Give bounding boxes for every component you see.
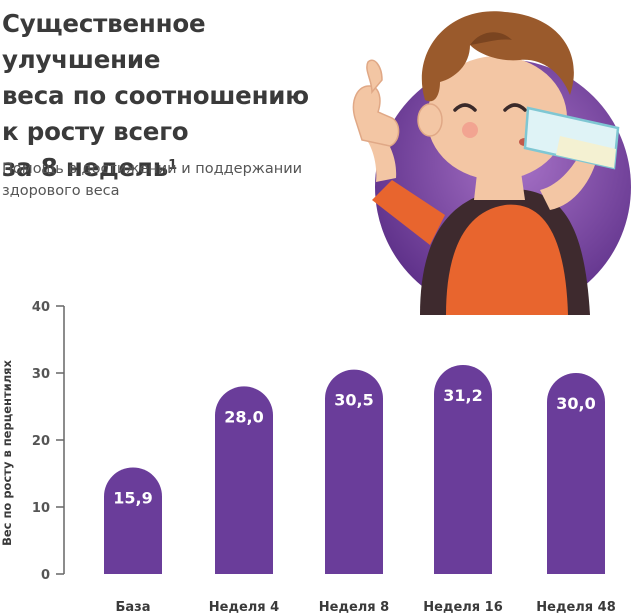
bar [434, 364, 492, 574]
y-tick-label: 20 [32, 434, 50, 449]
footnote-marker: 1 [168, 158, 177, 173]
subtitle-line-1: Помощь в достижении и поддержании [2, 161, 303, 177]
x-category-label: Неделя 48 [536, 600, 616, 615]
headline-line-4-text: за 8 недель [2, 153, 169, 182]
bar-value-label: 30,5 [334, 391, 373, 410]
bar [104, 467, 162, 574]
headline-line-3: к росту всего [2, 117, 189, 146]
x-category-label: Неделя 8 [319, 600, 389, 615]
x-category-label: Неделя 16 [423, 600, 503, 615]
bar-value-label: 30,0 [556, 394, 595, 413]
bar [325, 369, 383, 574]
headline-line-4: за 8 недель1 [2, 150, 362, 186]
x-category-label: База [115, 600, 150, 615]
headline: Существенное улучшение веса по соотношен… [2, 6, 362, 186]
y-tick-label: 40 [32, 300, 50, 315]
x-category-label: Неделя 4 [209, 600, 279, 615]
bar-value-label: 28,0 [224, 407, 263, 426]
subtitle: Помощь в достижении и поддержании здоров… [2, 158, 332, 202]
y-tick-label: 0 [41, 568, 50, 583]
bar [547, 373, 605, 574]
bar-value-label: 31,2 [443, 386, 482, 405]
y-axis-label: Вес по росту в перцентилях [0, 360, 14, 546]
bar [215, 386, 273, 574]
subtitle-line-2: здорового веса [2, 183, 120, 199]
y-tick-label: 10 [32, 501, 50, 516]
headline-line-1: Существенное улучшение [2, 9, 206, 74]
boy-figure [352, 11, 620, 315]
bar-chart: Вес по росту в перцентилях 0 10 20 30 40 15,… [0, 300, 616, 615]
boy-drinking-milk-thumbs-up-icon [352, 11, 631, 315]
bar-value-label: 15,9 [113, 488, 152, 507]
headline-line-2: веса по соотношению [2, 81, 309, 110]
y-tick-label: 30 [32, 367, 50, 382]
